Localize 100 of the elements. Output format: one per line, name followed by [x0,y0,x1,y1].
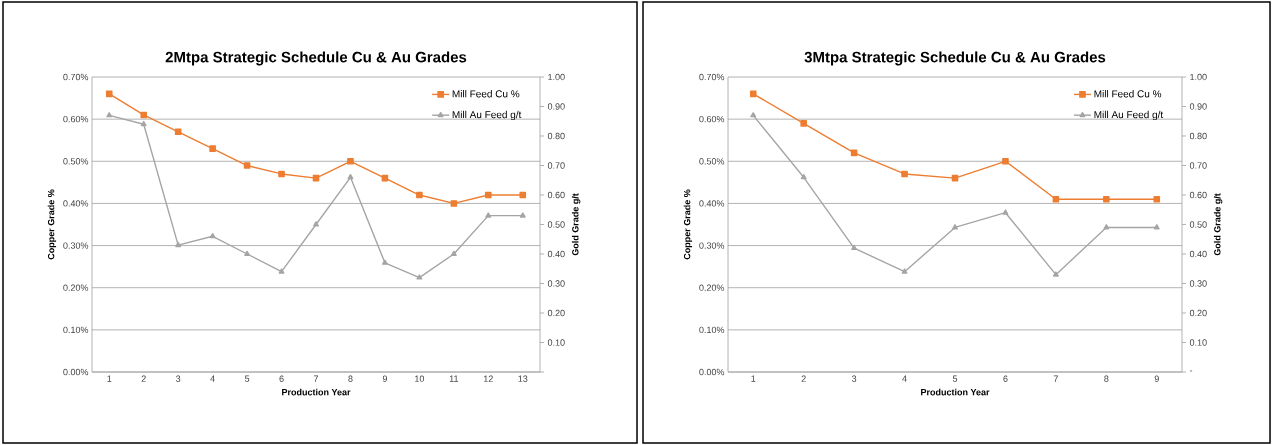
x-tick-label: 12 [484,375,493,382]
point [278,268,285,274]
point [749,90,757,98]
y-tick-label: 0.50% [699,158,725,165]
point [952,224,958,230]
point [313,221,319,227]
y-tick-label: 0.70% [699,73,725,81]
point [174,128,182,136]
point [243,162,251,169]
y2-tick-label: 0.70 [1189,162,1207,169]
x-axis-title: Production Year [921,388,990,396]
y2-tick-label: 0.10 [1189,339,1207,346]
y2-tick-label: 0.40 [547,250,565,258]
y2-tick-label: 0.70 [547,162,565,169]
y-tick-label: 0.40% [63,200,89,207]
y2-tick-label: - [1189,370,1193,372]
legend-label: Mill Au Feed g/t [1094,110,1164,121]
x-tick-label: 3 [176,375,181,382]
point [1153,224,1160,230]
y2-tick-label: 0.20 [547,309,565,317]
x-tick-label: 6 [279,375,284,382]
point [450,250,457,256]
x-tick-label: 4 [902,375,907,382]
x-tick-label: 13 [518,375,528,382]
y2-tick-label: 0.90 [547,103,565,110]
y2-tick-label: 0.40 [1189,250,1207,258]
y-tick-label: 0.00% [63,368,89,376]
y2-tick-label: 1.00 [1190,73,1207,81]
x-tick-label: 9 [382,375,388,382]
point [1103,224,1110,230]
y-tick-label: 0.30% [63,242,89,249]
point [105,90,113,98]
y-tick-label: 0.30% [699,242,725,249]
y2-axis-title: Gold Grade g/t [1213,193,1223,256]
x-tick-label: 10 [415,375,425,382]
y2-tick-label: 1.00 [548,73,565,81]
x-tick-label: 8 [1104,375,1109,382]
y-tick-label: 0.40% [699,200,725,207]
y-tick-label: 0.10% [63,326,89,334]
point [381,259,388,265]
chart-title: 2Mtpa Strategic Schedule Cu & Au Grades [165,51,467,66]
legend-label: Mill Feed Cu % [1094,90,1162,98]
y2-tick-label: 0.60 [547,191,565,199]
y2-tick-label: 0.80 [1189,132,1207,140]
point [1052,271,1059,277]
point [278,170,285,178]
point [485,212,492,218]
point [209,233,216,239]
chart-title: 3Mtpa Strategic Schedule Cu & Au Grades [804,51,1106,66]
x-tick-label: 11 [449,375,459,382]
point [209,145,216,152]
point [519,212,526,218]
y2-tick-label: 0.80 [547,132,565,140]
x-tick-label: 8 [348,375,353,382]
point [1153,195,1161,203]
point [244,250,251,256]
x-tick-label: 6 [1003,375,1008,382]
x-tick-label: 3 [851,375,857,382]
x-tick-label: 4 [210,375,215,382]
y2-tick-label: 0.90 [1189,103,1207,110]
x-axis-title: Production Year [282,388,351,396]
point [800,174,807,180]
point [750,112,757,118]
y2-tick-label: 0.50 [1189,221,1207,228]
y2-tick-label: 0.20 [1189,309,1207,317]
point [1002,209,1009,215]
point [901,170,908,178]
point [416,274,423,280]
point [901,268,908,274]
point [485,191,492,199]
y-tick-label: 0.00% [699,368,725,376]
y2-tick-label: 0.30 [547,280,565,287]
y-tick-label: 0.20% [63,284,89,291]
y2-tick-label: 0.60 [1189,191,1207,199]
y-tick-label: 0.50% [63,158,89,165]
x-tick-label: 7 [313,375,319,382]
point [140,120,147,127]
legend-label: Mill Feed Cu % [452,90,520,98]
point [416,191,423,199]
x-tick-label: 2 [141,375,146,382]
y-tick-label: 0.60% [699,115,725,123]
point [1103,195,1110,203]
point [1002,157,1009,165]
x-tick-label: 5 [244,375,250,382]
y-tick-label: 0.20% [699,284,725,291]
point [175,241,182,248]
x-tick-label: 2 [801,375,806,382]
point [347,157,354,165]
point [800,120,807,127]
x-tick-label: 5 [952,375,958,382]
point [851,244,858,251]
x-tick-label: 7 [1053,375,1058,382]
legend-label: Mill Au Feed g/t [452,110,522,121]
point [519,191,527,199]
point [347,174,354,180]
x-tick-label: 1 [751,375,756,382]
point [450,200,458,207]
y-tick-label: 0.70% [63,73,89,81]
point [140,111,147,119]
y-axis-title: Copper Grade % [683,189,693,260]
